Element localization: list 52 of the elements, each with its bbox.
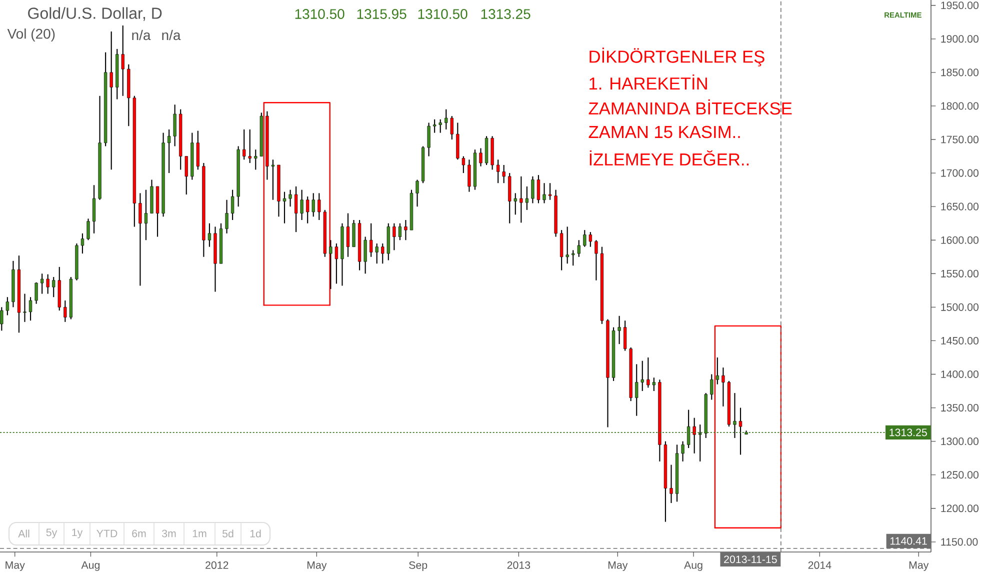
annotation: All [18, 530, 30, 538]
y-tick-label: 1400.00 [941, 370, 979, 378]
annotation: 1m [192, 530, 206, 538]
annotation: İZLEMEYE DEĞER.. [590, 150, 748, 166]
x-tick-label: May [307, 561, 327, 571]
annotation: YTD [96, 530, 118, 538]
y-tick-label: 1300.00 [941, 438, 979, 446]
annotation: 3m [162, 530, 176, 538]
x-tick-label: May [608, 561, 628, 571]
y-tick-label: 1350.00 [941, 404, 979, 412]
annotation: DİKDÖRTGENLER EŞ [590, 48, 764, 66]
annotation: ZAMAN 15 KASIM.. [588, 126, 740, 138]
y-tick-label: 1550.00 [941, 270, 979, 278]
x-tick-label: 2014 [808, 561, 832, 569]
y-tick-label: 1800.00 [941, 102, 979, 110]
ref-line-label: 1313.25 [890, 428, 927, 436]
x-tick-label: May [909, 561, 929, 571]
annotation: 5d [222, 530, 234, 538]
x-tick-label: Aug [81, 561, 100, 571]
annotation: 1. HAREKETİN [590, 74, 707, 90]
y-tick-label: 1750.00 [941, 136, 979, 144]
annotation: 1315.95 [357, 9, 406, 19]
annotation: 1y [72, 528, 83, 538]
annotation: 1310.50 [295, 9, 344, 19]
annotation: 1d [250, 530, 261, 538]
chart-title: Gold/U.S. Dollar, D [28, 7, 162, 21]
x-tick-label: 2012 [206, 561, 228, 569]
ref-line-label: 2013-11-15 [724, 556, 777, 564]
annotation: n/a [132, 30, 151, 40]
y-tick-label: 1950.00 [941, 2, 979, 10]
y-tick-label: 1200.00 [941, 504, 979, 512]
annotation: ZAMANINDA BİTECEKSE [588, 99, 792, 115]
y-tick-label: 1500.00 [941, 303, 979, 311]
y-tick-label: 1600.00 [941, 236, 979, 244]
y-tick-label: 1450.00 [941, 336, 979, 344]
ref-line-label: 1140.41 [890, 537, 927, 545]
y-tick-label: 1900.00 [941, 35, 979, 43]
y-tick-label: 1850.00 [941, 68, 979, 76]
y-tick-label: 1700.00 [941, 169, 979, 177]
annotation: n/a [162, 30, 181, 40]
annotation: 1313.25 [481, 9, 530, 19]
annotation: 6m [132, 530, 146, 538]
annotation: 1310.50 [418, 9, 468, 19]
x-tick-label: Sep [409, 561, 428, 572]
x-tick-label: 2013 [507, 561, 530, 569]
annotation: Vol (20) [7, 28, 55, 42]
x-tick-label: Aug [684, 561, 702, 571]
x-tick-label: May [6, 561, 25, 571]
y-tick-label: 1150.00 [941, 538, 978, 546]
y-tick-label: 1650.00 [941, 202, 979, 210]
annotation: 5y [46, 528, 58, 538]
y-tick-label: 1250.00 [941, 471, 979, 479]
